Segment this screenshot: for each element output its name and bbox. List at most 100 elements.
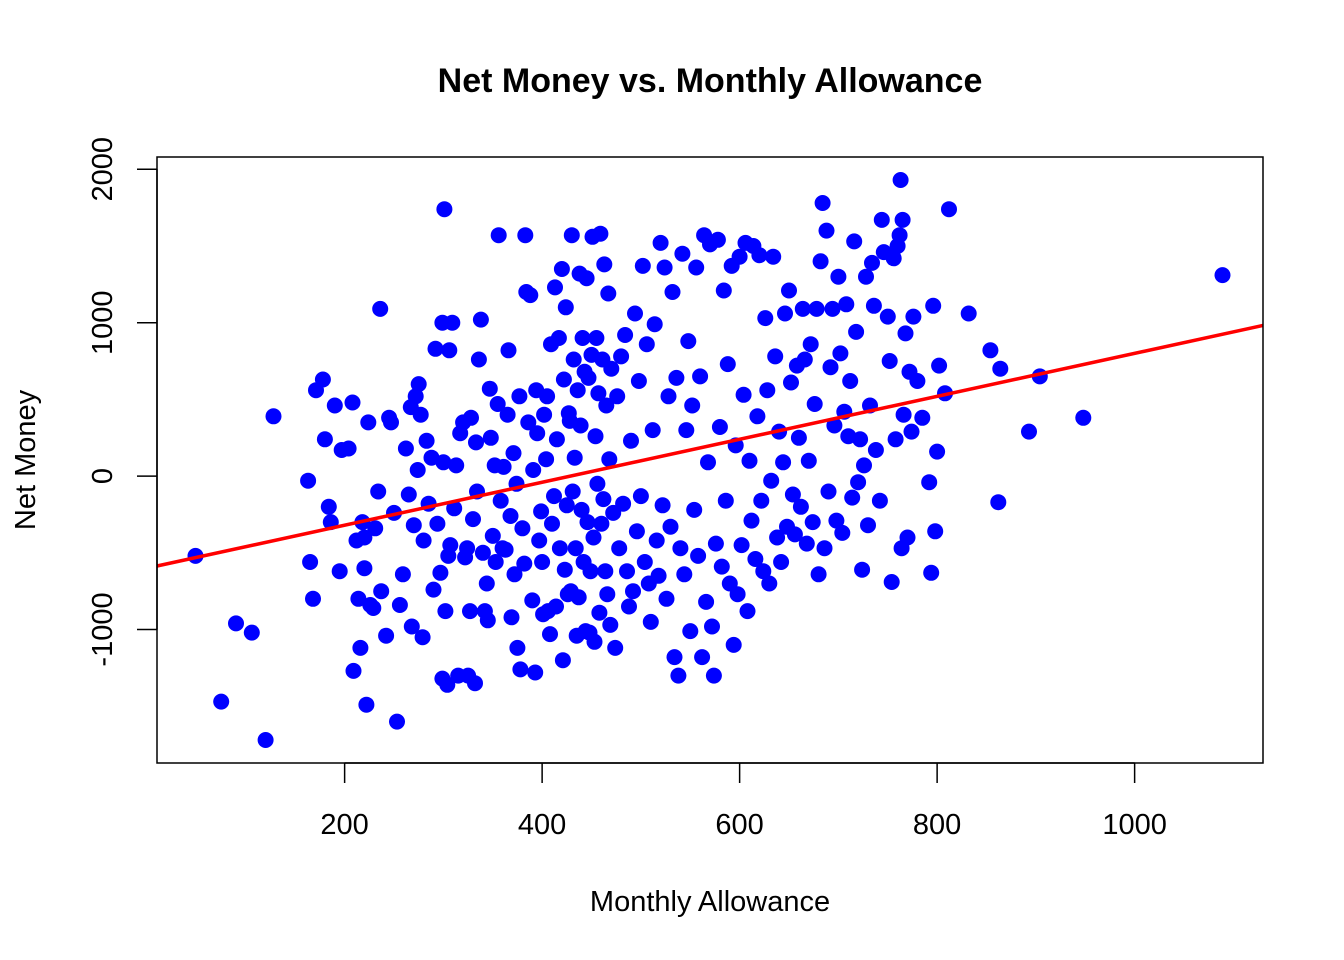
data-point — [557, 299, 574, 316]
data-point — [684, 397, 701, 414]
data-point — [397, 440, 414, 457]
data-point — [400, 486, 417, 503]
data-point — [435, 454, 452, 471]
data-point — [556, 561, 573, 578]
data-point — [865, 297, 882, 314]
data-point — [500, 342, 517, 359]
data-point — [365, 600, 382, 616]
data-point — [617, 327, 634, 343]
data-point — [731, 248, 748, 265]
data-point — [525, 462, 542, 478]
data-point — [609, 388, 626, 405]
x-axis: 200 400 600 800 1000 — [320, 762, 1167, 841]
data-point — [790, 429, 807, 446]
data-point — [514, 520, 531, 537]
data-point — [573, 501, 590, 518]
data-point — [472, 311, 489, 328]
data-point — [517, 227, 534, 244]
data-point — [601, 451, 618, 468]
data-point — [489, 396, 506, 412]
data-point — [512, 661, 529, 678]
data-point — [442, 537, 459, 554]
data-point — [850, 474, 867, 491]
data-point — [824, 300, 841, 317]
data-point — [432, 564, 449, 581]
data-point — [739, 603, 756, 620]
data-point — [1021, 423, 1037, 440]
data-point — [700, 454, 716, 471]
data-point — [623, 432, 639, 449]
data-point — [326, 397, 343, 414]
y-axis: -1000 0 1000 2000 — [87, 137, 158, 667]
data-point — [871, 492, 888, 509]
data-point — [497, 541, 514, 558]
data-point — [719, 356, 736, 373]
data-point — [425, 581, 442, 598]
data-point — [642, 613, 659, 630]
data-point — [814, 195, 831, 211]
data-point — [784, 486, 801, 503]
data-point — [257, 732, 274, 748]
data-point — [558, 497, 575, 514]
data-point — [465, 511, 481, 528]
data-point — [524, 592, 541, 609]
data-point — [705, 667, 722, 684]
data-point — [854, 561, 871, 578]
data-point — [715, 282, 732, 299]
data-point — [356, 560, 373, 577]
data-point — [755, 563, 772, 580]
data-point — [305, 590, 321, 607]
data-point — [711, 419, 728, 435]
data-point — [506, 566, 523, 583]
data-point — [509, 639, 526, 656]
data-point — [383, 414, 399, 431]
data-point — [694, 649, 711, 666]
data-point — [597, 563, 614, 580]
data-point — [725, 636, 742, 653]
x-tick-label: 200 — [320, 809, 368, 841]
data-point — [484, 527, 501, 544]
data-point — [350, 590, 367, 607]
data-point — [704, 618, 720, 635]
data-point — [340, 440, 357, 457]
data-point — [820, 483, 837, 500]
data-point — [228, 615, 244, 632]
data-point — [462, 603, 478, 620]
data-point — [656, 259, 673, 276]
data-point — [666, 649, 683, 666]
data-point — [818, 222, 835, 239]
data-point — [658, 590, 675, 607]
data-point — [546, 488, 562, 505]
data-point — [619, 563, 635, 580]
data-point — [563, 227, 580, 244]
data-point — [439, 676, 456, 693]
data-point — [490, 227, 507, 244]
data-point — [591, 604, 608, 621]
data-point — [686, 501, 703, 518]
data-point — [409, 462, 426, 478]
data-point — [646, 316, 663, 333]
data-point — [753, 492, 770, 509]
data-point — [796, 351, 813, 368]
x-tick-label: 400 — [518, 809, 566, 841]
data-point — [474, 544, 491, 561]
x-tick-label: 600 — [715, 809, 763, 841]
data-point — [848, 323, 865, 340]
data-point — [603, 360, 620, 377]
data-point — [648, 532, 665, 549]
data-point — [548, 431, 565, 448]
data-point — [759, 382, 776, 399]
data-point — [802, 336, 819, 353]
data-point — [676, 566, 693, 583]
y-tick-label: -1000 — [87, 592, 119, 666]
data-point — [564, 483, 581, 500]
data-point — [690, 547, 707, 564]
data-point — [574, 330, 591, 346]
data-point — [761, 575, 778, 592]
data-point — [769, 529, 786, 546]
data-point — [436, 201, 453, 218]
data-point — [479, 612, 496, 629]
data-point — [459, 540, 476, 557]
data-point — [812, 253, 829, 270]
data-point — [516, 555, 533, 572]
